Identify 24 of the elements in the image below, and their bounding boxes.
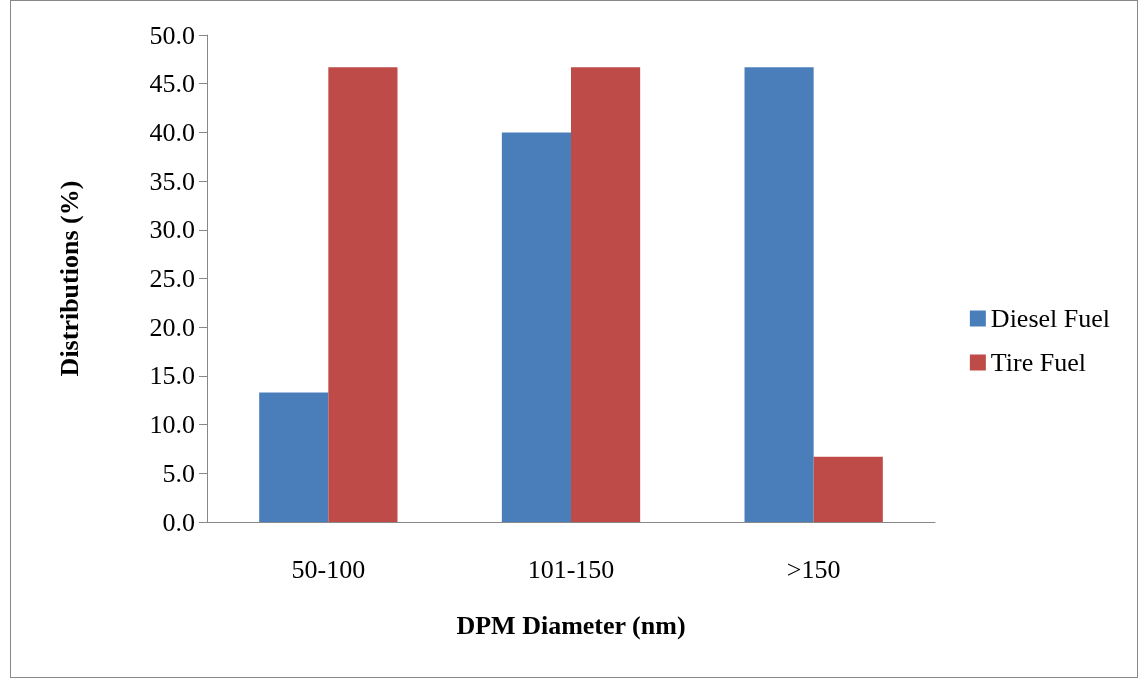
y-axis-title: Distributions (%) [54, 180, 84, 377]
bar [328, 67, 398, 522]
y-tick-label: 5.0 [162, 458, 195, 488]
bar [571, 67, 641, 522]
y-tick-label: 45.0 [149, 69, 195, 99]
y-tick-label: 30.0 [149, 215, 195, 245]
bar [259, 392, 329, 522]
legend-label: Diesel Fuel [990, 304, 1111, 333]
y-tick-label: 10.0 [149, 410, 195, 440]
bar [501, 132, 571, 522]
legend-label: Tire Fuel [990, 348, 1086, 377]
y-tick-label: 35.0 [149, 166, 195, 196]
x-axis-title: DPM Diameter (nm) [456, 610, 686, 640]
y-tick-label: 40.0 [149, 117, 195, 147]
bar [813, 456, 883, 522]
y-tick-label: 15.0 [149, 361, 195, 391]
y-tick-label: 0.0 [162, 507, 195, 537]
bar [744, 67, 814, 522]
x-tick-label: 101-150 [527, 554, 615, 584]
x-tick-label: 50-100 [291, 554, 366, 584]
x-tick-label: >150 [786, 554, 841, 584]
y-tick-label: 20.0 [149, 312, 195, 342]
y-tick-label: 50.0 [149, 20, 195, 50]
y-tick-label: 25.0 [149, 264, 195, 293]
